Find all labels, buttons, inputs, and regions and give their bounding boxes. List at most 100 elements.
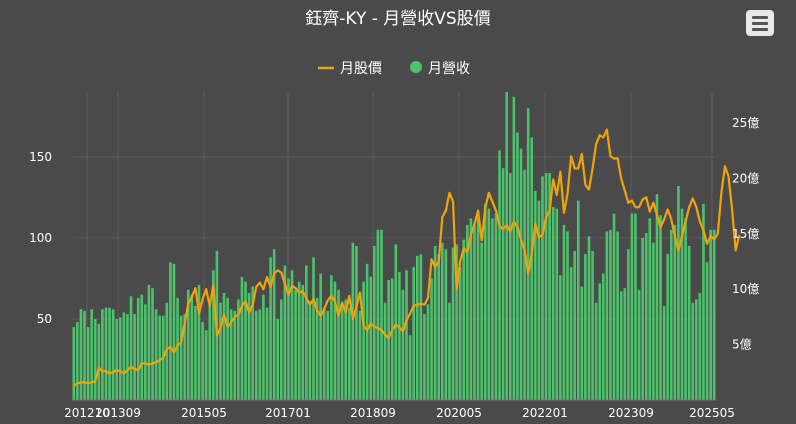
revenue-bar — [254, 310, 258, 400]
revenue-bar — [208, 304, 212, 400]
revenue-bar — [104, 307, 108, 400]
menu-bar-icon — [752, 16, 768, 19]
revenue-bar — [262, 294, 265, 400]
legend-label-revenue: 月營收 — [428, 61, 470, 77]
revenue-bar — [444, 249, 448, 400]
revenue-bar — [498, 150, 501, 400]
revenue-bar — [462, 239, 466, 400]
revenue-bar — [312, 257, 315, 400]
legend[interactable]: 月股價 月營收 — [318, 60, 470, 77]
revenue-bar — [616, 231, 619, 400]
y-right-tick-label: 5億 — [732, 338, 752, 352]
revenue-bar — [394, 244, 398, 400]
revenue-bar — [154, 309, 158, 400]
revenue-bar — [655, 194, 659, 400]
revenue-bar — [151, 288, 154, 400]
revenue-bar — [512, 96, 516, 401]
revenue-bar — [365, 263, 369, 400]
revenue-bar — [305, 265, 308, 400]
revenue-bar — [326, 310, 330, 400]
revenue-bar — [480, 242, 483, 400]
revenue-bar — [559, 275, 562, 400]
revenue-bar — [287, 278, 290, 400]
revenue-bar — [523, 169, 526, 400]
revenue-bar — [258, 309, 262, 400]
y-left-tick-label: 50 — [37, 312, 52, 326]
revenue-bar — [229, 309, 233, 400]
revenue-bar — [466, 224, 469, 400]
y-left-tick-label: 100 — [29, 231, 52, 245]
revenue-bar — [186, 289, 190, 400]
revenue-bar — [544, 173, 548, 400]
revenue-bar — [247, 293, 251, 400]
revenue-bar — [330, 275, 333, 400]
revenue-bar — [630, 213, 634, 400]
revenue-bar — [541, 176, 544, 400]
x-tick-label: 202201 — [522, 406, 568, 420]
revenue-bar — [419, 254, 423, 400]
revenue-bar — [584, 254, 587, 400]
revenue-bar — [637, 289, 641, 400]
revenue-bar — [487, 208, 491, 400]
revenue-bar — [534, 190, 537, 400]
revenue-bar — [505, 92, 508, 400]
revenue-bar — [652, 242, 655, 400]
revenue-bar — [344, 299, 347, 400]
revenue-bar — [691, 302, 695, 400]
revenue-bar — [612, 213, 616, 400]
revenue-bar — [415, 255, 419, 400]
revenue-bar — [93, 318, 97, 400]
revenue-bar — [301, 284, 305, 400]
revenue-bar — [526, 108, 530, 401]
revenue-bar — [272, 249, 276, 400]
revenue-bar — [405, 270, 408, 400]
revenue-bar — [108, 307, 111, 400]
revenue-bar — [290, 270, 294, 400]
revenue-bar — [183, 314, 186, 400]
revenue-bar — [240, 276, 244, 400]
revenue-bar — [662, 305, 666, 400]
revenue-bar — [319, 273, 322, 400]
revenue-bar — [709, 229, 712, 400]
revenue-bar — [237, 299, 240, 400]
revenue-bar — [190, 294, 194, 400]
revenue-bar — [333, 281, 337, 400]
revenue-bar — [351, 242, 355, 400]
revenue-bar — [451, 247, 455, 400]
revenue-bar — [233, 310, 237, 400]
menu-button[interactable] — [746, 10, 774, 36]
revenue-bar — [322, 307, 326, 400]
revenue-bar — [641, 237, 644, 400]
revenue-bar — [86, 327, 90, 400]
revenue-bar — [219, 302, 222, 400]
revenue-bar — [79, 309, 83, 400]
revenue-bar — [669, 229, 673, 400]
revenue-bar — [580, 286, 584, 400]
revenue-bar — [358, 310, 362, 400]
revenue-bar — [698, 293, 702, 400]
revenue-bar — [666, 254, 669, 400]
revenue-bar — [602, 273, 605, 400]
revenue-bar — [147, 284, 151, 400]
revenue-bar — [537, 200, 541, 400]
revenue-bar — [408, 335, 412, 400]
y-axis-left: 50 100 150 — [29, 150, 52, 326]
revenue-bar — [469, 218, 473, 400]
revenue-bar — [244, 281, 247, 400]
revenue-bar — [609, 229, 612, 400]
revenue-bar — [194, 305, 197, 400]
revenue-bar — [276, 318, 280, 400]
revenue-bar — [494, 213, 498, 400]
revenue-bar — [401, 289, 405, 400]
revenue-bar — [126, 314, 129, 400]
revenue-bar — [516, 132, 519, 400]
revenue-bar — [566, 231, 569, 400]
revenue-bar — [101, 309, 104, 400]
revenue-bar — [491, 218, 494, 400]
revenue-bar — [483, 203, 487, 400]
revenue-bar — [176, 297, 179, 400]
revenue-bar — [680, 208, 684, 400]
revenue-bar — [226, 297, 229, 400]
revenue-bar — [83, 310, 86, 400]
